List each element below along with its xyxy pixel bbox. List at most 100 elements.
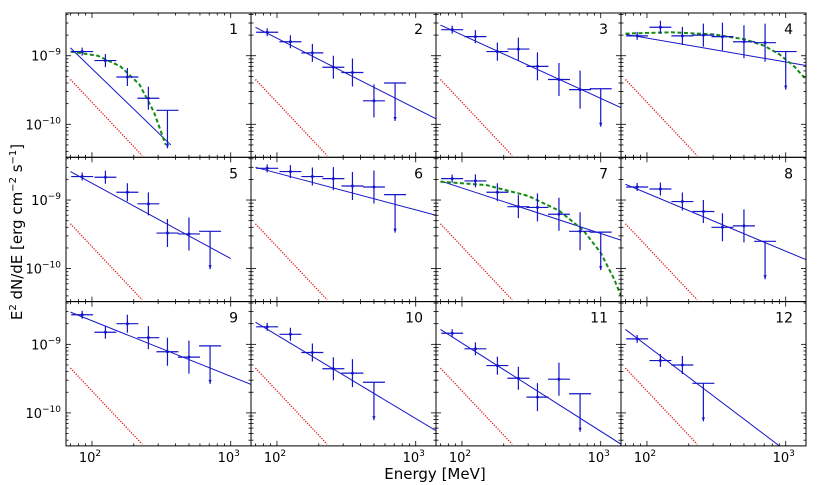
data-point	[649, 20, 672, 34]
upper-limit-arrow	[599, 266, 603, 271]
x-tick-label: 103	[588, 449, 610, 466]
x-tick-label-base: 10	[79, 451, 96, 466]
data-point	[507, 37, 530, 61]
y-axis-label-sup: 2	[8, 304, 19, 310]
y-tick-label-base: 10	[25, 118, 42, 133]
data-point	[94, 170, 117, 184]
y-tick-label-base: 10	[31, 194, 48, 209]
x-tick-label: 102	[264, 449, 286, 466]
data-point	[464, 30, 487, 44]
data-marker	[288, 170, 292, 174]
data-marker	[125, 75, 129, 79]
data-point	[156, 109, 179, 149]
y-tick-label: 10−9	[31, 48, 61, 65]
power-law-fit-line	[70, 311, 251, 385]
data-marker	[495, 190, 499, 194]
data-point	[692, 23, 715, 47]
panel-3: 3	[435, 12, 622, 158]
curved-fit-line	[625, 31, 806, 81]
power-law-fit-line	[625, 183, 806, 261]
data-point	[441, 329, 464, 338]
data-marker	[701, 210, 705, 214]
panel-frame	[435, 12, 622, 158]
data-point	[71, 47, 94, 56]
y-tick-label-base: 10	[31, 338, 48, 353]
data-point	[94, 325, 117, 339]
panel-plot-9	[69, 310, 251, 445]
data-marker	[350, 184, 354, 188]
panel-ticks	[436, 13, 621, 158]
y-axis-label-e: E	[8, 311, 26, 320]
data-point	[362, 170, 385, 204]
panel-ticks	[66, 301, 251, 446]
x-tick-label-base: 10	[634, 451, 651, 466]
panel-number-label: 9	[229, 311, 238, 327]
y-tick-label: 10−9	[31, 192, 61, 209]
y-axis-label: E2 dN/dE [erg cm−2 s−1]	[8, 144, 26, 320]
data-point	[526, 383, 549, 412]
y-axis-label-sup3: −1	[8, 150, 19, 165]
upper-limit-arrow	[763, 275, 767, 280]
upper-limit-arrow	[372, 416, 376, 421]
x-tick-label-exp: 3	[419, 449, 425, 459]
data-point	[256, 322, 279, 331]
panel-frame	[435, 156, 622, 303]
panel-ticks	[251, 13, 436, 158]
panel-8: 8	[620, 156, 807, 303]
data-point	[589, 88, 612, 127]
data-marker	[265, 325, 269, 329]
data-marker	[146, 202, 150, 206]
panel-number-label: 5	[229, 166, 238, 182]
x-tick-label: 103	[773, 449, 795, 466]
x-axis-label: Energy [MeV]	[384, 465, 485, 483]
data-marker	[265, 30, 269, 34]
data-marker	[103, 175, 107, 179]
data-point	[177, 217, 200, 251]
y-tick-label-base: 10	[25, 263, 42, 278]
data-point	[71, 310, 94, 319]
data-marker	[265, 166, 269, 170]
x-tick-label-base: 10	[773, 451, 790, 466]
x-tick-label: 102	[79, 449, 101, 466]
upper-limit-arrow	[393, 228, 397, 233]
y-tick-label: 10−10	[25, 116, 61, 133]
x-tick-label-exp: 2	[95, 449, 101, 459]
power-law-fit-line	[440, 180, 621, 241]
data-marker	[310, 351, 314, 355]
power-law-fit-line	[70, 47, 172, 146]
data-point	[649, 182, 672, 196]
data-point	[301, 167, 324, 186]
data-point	[384, 194, 407, 233]
data-marker	[331, 367, 335, 371]
data-point	[671, 26, 694, 45]
upper-limit-arrow	[165, 144, 170, 149]
data-point	[362, 84, 385, 118]
sensitivity-line	[254, 367, 328, 445]
panel-plot-8	[624, 182, 806, 301]
data-marker	[288, 40, 292, 44]
data-point	[732, 209, 755, 243]
y-tick-label: 10−9	[31, 336, 61, 353]
panel-number-label: 11	[590, 311, 608, 327]
data-point	[626, 182, 649, 191]
data-point	[626, 31, 649, 40]
power-law-fit-line	[255, 26, 436, 120]
panel-plot-2	[254, 26, 436, 156]
data-point	[441, 25, 464, 34]
data-marker	[165, 231, 169, 235]
data-marker	[557, 78, 561, 82]
upper-limit-arrow	[393, 117, 397, 122]
data-point	[301, 43, 324, 62]
data-marker	[187, 232, 191, 236]
upper-limit-arrow	[701, 417, 705, 422]
data-point	[507, 195, 530, 219]
data-point	[486, 183, 509, 202]
data-point	[279, 327, 302, 341]
power-law-fit-line	[255, 166, 436, 216]
x-tick-label-exp: 3	[234, 449, 240, 459]
data-point	[711, 213, 734, 242]
y-tick-label-exp: −9	[48, 48, 62, 58]
x-tick-label-base: 10	[218, 451, 235, 466]
panel-2: 2	[250, 12, 437, 158]
sensitivity-line	[254, 79, 328, 156]
